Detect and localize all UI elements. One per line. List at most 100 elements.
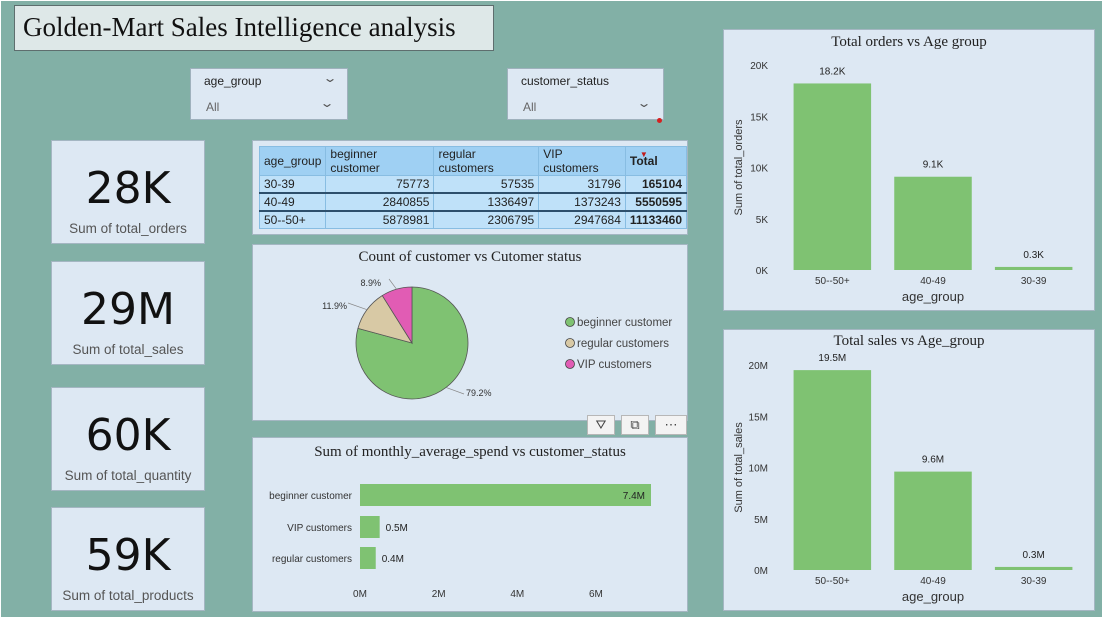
chevron-down-icon[interactable]: ⌄ (636, 96, 652, 110)
column-header[interactable]: age_group (258, 146, 327, 176)
x-tick-label: 40-49 (920, 276, 946, 287)
data-label: 0.4M (382, 554, 404, 565)
table-cell: 2947684 (538, 210, 626, 229)
data-label: 8.9% (360, 278, 381, 288)
kpi-card-total-products: 59K Sum of total_products (51, 507, 205, 611)
kpi-caption: Sum of total_products (62, 588, 194, 603)
filter-icon[interactable]: ⛛ (587, 415, 615, 435)
bar (994, 266, 1073, 270)
x-tick-label: 50--50+ (815, 276, 850, 287)
table-cell: 1336497 (433, 192, 540, 212)
y-tick-label: 20M (749, 361, 768, 372)
sales-bar-chart-visual: Total sales vs Age_group 0M 5M 10M 15M 20M Su… (723, 329, 1095, 611)
table-cell: 5550595 (624, 192, 688, 212)
y-axis-label: Sum of total_sales (733, 422, 745, 513)
legend-label: beginner customer (577, 317, 672, 329)
table-cell: 165104 (624, 175, 688, 194)
x-tick-label: 40-49 (920, 576, 946, 587)
table-cell: 40-49 (258, 192, 327, 212)
table-header-row: age_group beginner customer regular cust… (258, 146, 688, 176)
report-title: Golden-Mart Sales Intelligence analysis (23, 12, 456, 42)
table-cell: 5878981 (325, 210, 435, 229)
spend-bar-chart-visual: Sum of monthly_average_spend vs customer… (252, 437, 688, 612)
y-tick-label: 15K (750, 112, 768, 123)
pie-chart-visual: Count of customer vs Cutomer status 79.2… (252, 244, 688, 421)
kpi-caption: Sum of total_orders (69, 221, 187, 236)
x-tick-label: 6M (589, 589, 603, 600)
chevron-down-icon[interactable]: ⌄ (322, 71, 338, 85)
kpi-card-total-sales: 29M Sum of total_sales (51, 261, 205, 365)
x-axis-label: age_group (902, 289, 964, 304)
x-tick-label: 50--50+ (815, 576, 850, 587)
legend-label: VIP customers (577, 359, 652, 371)
more-options-icon[interactable]: ⋯ (655, 415, 687, 435)
y-tick-label: 15M (749, 412, 768, 423)
leader-line (347, 302, 368, 310)
table-row: 30-39 75773 57535 31796 165104 (258, 175, 688, 194)
x-tick-label: 2M (432, 589, 446, 600)
bar (793, 83, 872, 270)
x-tick-label: 0M (353, 589, 367, 600)
age-status-matrix: age_group beginner customer regular cust… (258, 146, 688, 229)
age-group-slicer[interactable]: age_group ⌄ All ⌄ (190, 68, 348, 120)
table-cell: 11133460 (624, 210, 688, 229)
kpi-caption: Sum of total_quantity (64, 468, 192, 483)
data-label: 11.9% (322, 301, 347, 311)
y-tick-label: VIP customers (287, 523, 352, 534)
y-tick-label: beginner customer (269, 491, 352, 502)
y-tick-label: regular customers (272, 554, 352, 565)
column-header[interactable]: ▼ Total (624, 146, 688, 176)
leader-line (388, 278, 397, 290)
bar (994, 566, 1073, 570)
column-header[interactable]: VIP customers (538, 146, 626, 176)
table-cell: 30-39 (258, 175, 327, 194)
focus-mode-icon[interactable]: ⧉ (621, 415, 649, 435)
chevron-down-icon[interactable]: ⌄ (319, 96, 335, 110)
x-tick-label: 30-39 (1021, 276, 1047, 287)
leader-line (445, 387, 465, 395)
filter-active-dot (657, 118, 662, 123)
x-axis-label: age_group (902, 589, 964, 604)
data-label: 7.4M (623, 491, 645, 502)
legend-label: regular customers (577, 338, 669, 350)
table-cell: 75773 (325, 175, 435, 194)
data-label: 9.1K (923, 160, 944, 171)
data-label: 18.2K (819, 66, 845, 77)
y-tick-label: 0K (756, 266, 769, 277)
slicer-value[interactable]: All (523, 100, 537, 114)
orders-bar-chart: 0K 5K 10K 15K 20K Sum of total_orders 18.2K 50-… (733, 61, 1073, 304)
column-header[interactable]: regular customers (433, 146, 540, 176)
y-tick-label: 0M (754, 566, 768, 577)
y-tick-label: 10K (750, 164, 768, 175)
bar (894, 471, 972, 570)
data-label: 79.2% (466, 388, 492, 398)
y-tick-label: 5K (756, 215, 769, 226)
table-row: 50--50+ 5878981 2306795 2947684 11133460 (258, 210, 688, 229)
data-label: 0.3K (1023, 250, 1044, 261)
sort-indicator-icon: ▼ (639, 150, 648, 159)
chart-title: Count of customer vs Cutomer status (358, 249, 582, 265)
kpi-value: 28K (85, 163, 171, 214)
kpi-value: 59K (85, 530, 171, 581)
table-cell: 50--50+ (258, 210, 327, 229)
y-axis-label: Sum of total_orders (733, 119, 745, 215)
pie-chart: 79.2% 11.9% 8.9% beginner customer regular c… (322, 278, 672, 400)
table-cell: 2840855 (325, 192, 435, 212)
chart-title: Sum of monthly_average_spend vs customer… (314, 444, 626, 460)
y-tick-label: 5M (754, 515, 768, 526)
orders-bar-chart-visual: Total orders vs Age group 0K 5K 10K 15K 20K S… (723, 29, 1095, 311)
kpi-value: 60K (85, 410, 171, 461)
table-cell: 1373243 (538, 192, 626, 212)
legend-marker (565, 338, 575, 348)
customer-status-slicer[interactable]: customer_status All ⌄ (507, 68, 664, 123)
kpi-card-total-orders: 28K Sum of total_orders (51, 140, 205, 244)
slicer-value[interactable]: All (206, 100, 220, 114)
legend-marker (565, 359, 575, 369)
bar (360, 484, 651, 506)
data-label: 0.5M (386, 523, 408, 534)
bar (894, 176, 972, 270)
column-header[interactable]: beginner customer (325, 146, 435, 176)
y-tick-label: 10M (749, 464, 768, 475)
data-label: 0.3M (1023, 550, 1045, 561)
